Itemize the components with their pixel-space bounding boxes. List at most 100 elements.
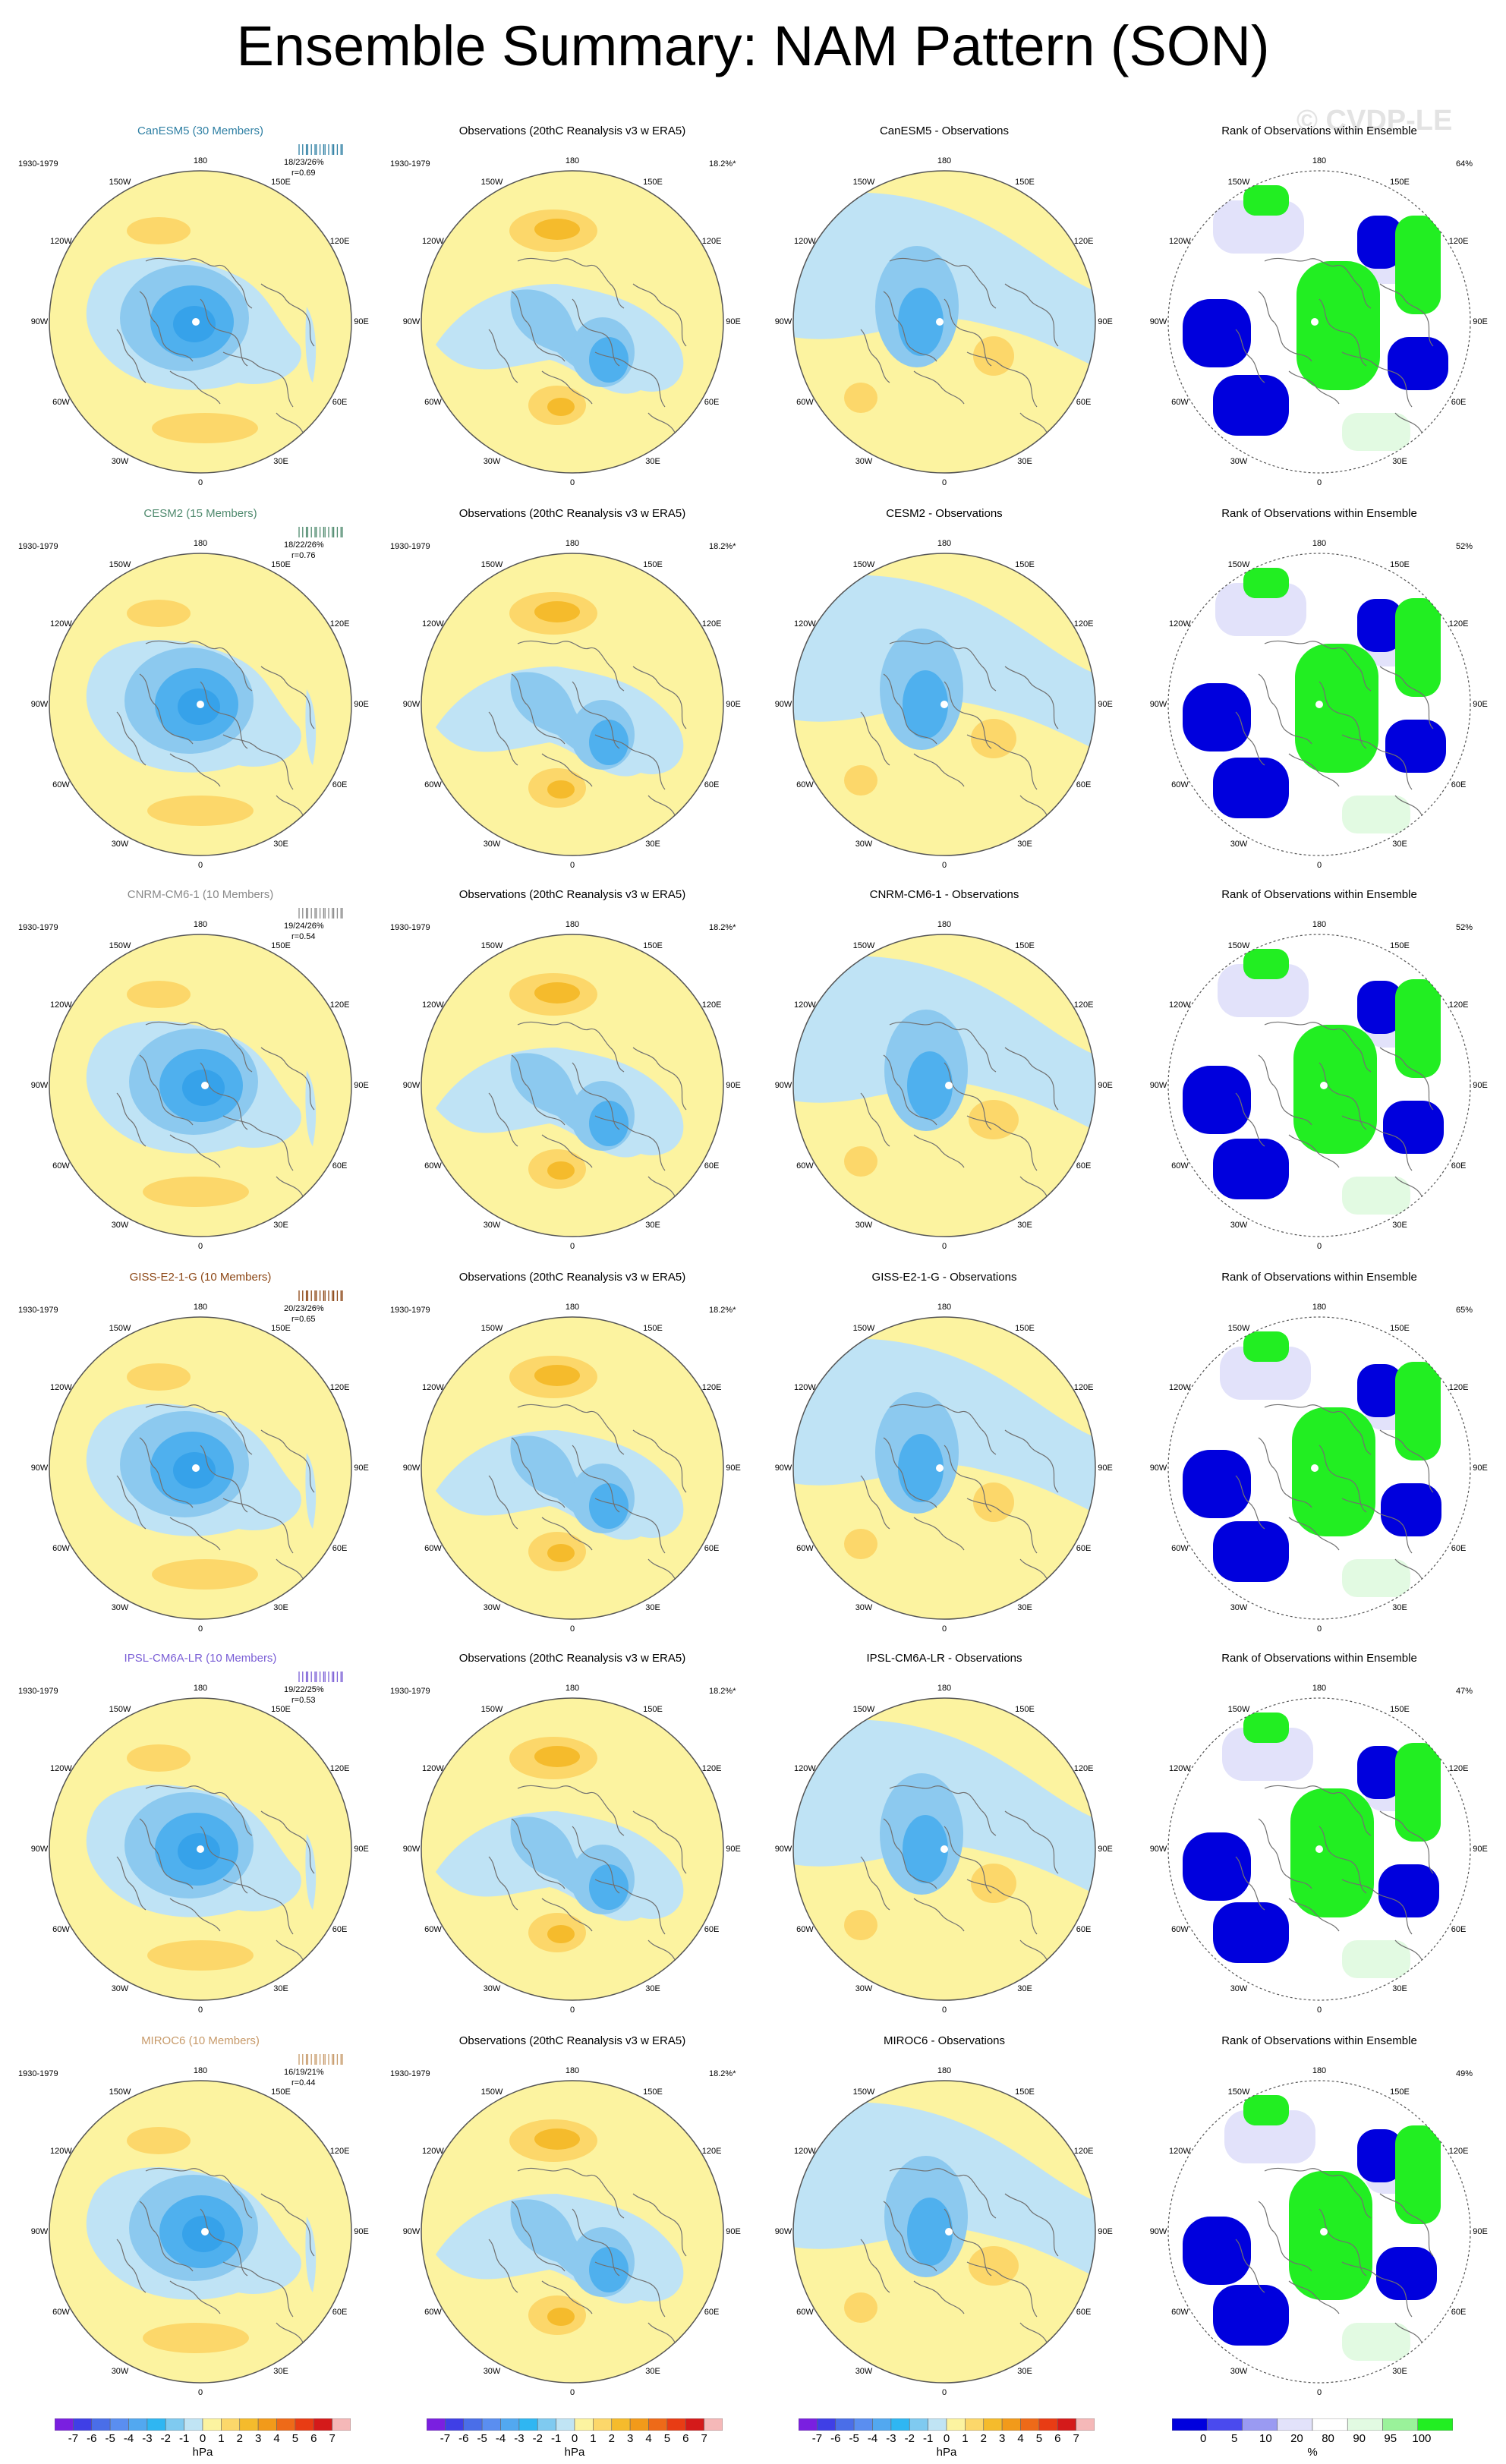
period-label: 1930-1979	[390, 1687, 430, 1696]
lon-label-left-upper1: 150W	[1227, 941, 1250, 951]
rank-panel-2: Rank of Observations within Ensemble 180 1…	[1137, 507, 1501, 871]
obs-map-4	[421, 1316, 724, 1620]
colorbar-tick-label: 5	[1231, 2432, 1238, 2445]
diff-panel-3: CNRM-CM6-1 - Observations 180 150E 120E 90E 6…	[762, 888, 1126, 1252]
lon-label-left-upper1: 150W	[852, 1705, 875, 1715]
obs-map-3	[421, 934, 724, 1237]
lon-label-left-upper1: 150W	[1227, 178, 1250, 187]
lon-label-top: 180	[193, 539, 208, 548]
rank-percent: 64%	[1456, 159, 1473, 169]
colorbar-tick-label: -2	[904, 2432, 915, 2445]
lon-label-left-upper1: 150W	[109, 941, 131, 951]
lon-label-left-lower2: 60W	[424, 2308, 442, 2317]
lon-label-right-lower2: 60E	[1451, 1925, 1467, 1934]
lon-label-top: 180	[565, 920, 580, 929]
lon-label-right-upper1: 150E	[1015, 1705, 1035, 1715]
lon-label-bottom: 0	[1316, 861, 1322, 870]
model-map-3	[49, 934, 352, 1237]
lon-label-right-lower1: 30E	[273, 2366, 288, 2376]
lon-label-right-upper2: 120E	[329, 619, 350, 629]
colorbar-hpa-2: -7 -6 -5 -4 -3 -2 -1 0 1 2 3 4 5 6 7 hPa	[427, 2418, 723, 2461]
rank-map-4	[1167, 1316, 1471, 1620]
lon-label-left-lower2: 60W	[1171, 2308, 1189, 2317]
rank-panel-3: Rank of Observations within Ensemble 180 1…	[1137, 888, 1501, 1252]
diff-panel-5: IPSL-CM6A-LR - Observations 180 150E 120E 90…	[762, 1652, 1126, 2016]
member-spread-sparkline	[298, 908, 343, 918]
obs-panel-4: Observations (20thC Reanalysis v3 w ERA5…	[390, 1271, 755, 1635]
stat-percentiles: 18/23/26%	[284, 158, 324, 167]
lon-label-right-upper1: 150E	[271, 178, 291, 187]
colorbar-swatch	[629, 2418, 649, 2431]
lon-label-left-lower2: 60W	[52, 1161, 70, 1171]
panel-title: CanESM5 - Observations	[879, 124, 1010, 137]
lon-label-left-lower2: 60W	[52, 398, 70, 407]
lon-label-right-upper2: 120E	[1073, 1383, 1094, 1392]
lon-label-bottom: 0	[569, 1624, 575, 1634]
diff-panel-6: MIROC6 - Observations 180 150E 120E 90E 60E 30…	[762, 2034, 1126, 2399]
rank-percent: 49%	[1456, 2069, 1473, 2078]
lon-label-left-upper1: 150W	[852, 941, 875, 951]
lon-label-left-lower1: 30W	[483, 2366, 501, 2376]
stat-percentiles: 18/22/26%	[284, 540, 324, 550]
colorbar-tick-label: -6	[830, 2432, 841, 2445]
lon-label-top: 180	[1312, 2066, 1327, 2075]
colorbar-tick-label: -5	[105, 2432, 115, 2445]
colorbar-swatch	[928, 2418, 947, 2431]
lon-label-left-upper1: 150W	[852, 178, 875, 187]
colorbar-swatch	[55, 2418, 74, 2431]
member-spread-sparkline	[298, 144, 343, 155]
lon-label-right-upper1: 150E	[1015, 941, 1035, 951]
lon-label-right-lower2: 60E	[1076, 1544, 1092, 1553]
lon-label-right-lower1: 30E	[1017, 456, 1032, 466]
lon-label-left-lower2: 60W	[796, 1544, 814, 1553]
lon-label-top: 180	[937, 920, 952, 929]
colorbar-rank-swatches	[1172, 2418, 1453, 2431]
colorbar-tick-label: 3	[254, 2432, 262, 2445]
lon-label-top: 180	[937, 1684, 952, 1693]
diff-panel-4: GISS-E2-1-G - Observations 180 150E 120E 90E…	[762, 1271, 1126, 1635]
lon-label-right-lower1: 30E	[1017, 1602, 1032, 1612]
colorbar-tick-label: -1	[922, 2432, 934, 2445]
lon-label-right-upper1: 150E	[643, 1705, 663, 1715]
lon-label-right-upper1: 150E	[1390, 1324, 1410, 1334]
lon-label-left-upper2: 120W	[422, 237, 444, 246]
colorbar-tick-label: -3	[886, 2432, 896, 2445]
lon-label-left-mid: 90W	[774, 700, 792, 709]
obs-stat: 18.2%*	[709, 923, 736, 932]
obs-panel-6: Observations (20thC Reanalysis v3 w ERA5…	[390, 2034, 755, 2399]
colorbar-tick-label: -2	[532, 2432, 543, 2445]
colorbar-hpa-1: -7 -6 -5 -4 -3 -2 -1 0 1 2 3 4 5 6 7 hPa	[55, 2418, 351, 2461]
lon-label-left-lower1: 30W	[855, 456, 873, 466]
stat-percentiles: 16/19/21%	[284, 2068, 324, 2077]
lon-label-left-upper2: 120W	[1169, 237, 1191, 246]
lon-label-right-upper1: 150E	[271, 560, 291, 570]
period-label: 1930-1979	[18, 1306, 58, 1315]
lon-label-right-lower2: 60E	[704, 398, 720, 407]
lon-label-left-lower2: 60W	[424, 780, 442, 789]
stat-correlation: r=0.53	[291, 1696, 316, 1705]
lon-label-left-lower2: 60W	[796, 398, 814, 407]
colorbar-tick-label: -5	[477, 2432, 487, 2445]
colorbar-swatch	[1382, 2418, 1419, 2431]
colorbar-swatch	[965, 2418, 985, 2431]
lon-label-bottom: 0	[941, 1624, 947, 1634]
colorbar-swatch	[427, 2418, 446, 2431]
rank-percent: 52%	[1456, 542, 1473, 551]
lon-label-right-lower1: 30E	[645, 1602, 660, 1612]
lon-label-right-mid: 90E	[354, 2227, 369, 2236]
lon-label-right-lower2: 60E	[1451, 398, 1467, 407]
lon-label-right-upper1: 150E	[1015, 2087, 1035, 2097]
colorbar-tick-label: 4	[1017, 2432, 1024, 2445]
colorbar-tick-label: -4	[123, 2432, 134, 2445]
colorbar-swatch	[890, 2418, 910, 2431]
lon-label-right-upper1: 150E	[643, 941, 663, 951]
lon-label-right-lower1: 30E	[1017, 2366, 1032, 2376]
lon-label-right-lower2: 60E	[332, 398, 348, 407]
colorbar-tick-label: 4	[273, 2432, 280, 2445]
colorbar-tick-label: 6	[310, 2432, 317, 2445]
member-spread-sparkline	[298, 2054, 343, 2065]
lon-label-left-mid: 90W	[1149, 700, 1167, 709]
lon-label-right-lower1: 30E	[1392, 1983, 1407, 1993]
lon-label-right-lower1: 30E	[1392, 1220, 1407, 1230]
lon-label-left-upper1: 150W	[1227, 1324, 1250, 1334]
